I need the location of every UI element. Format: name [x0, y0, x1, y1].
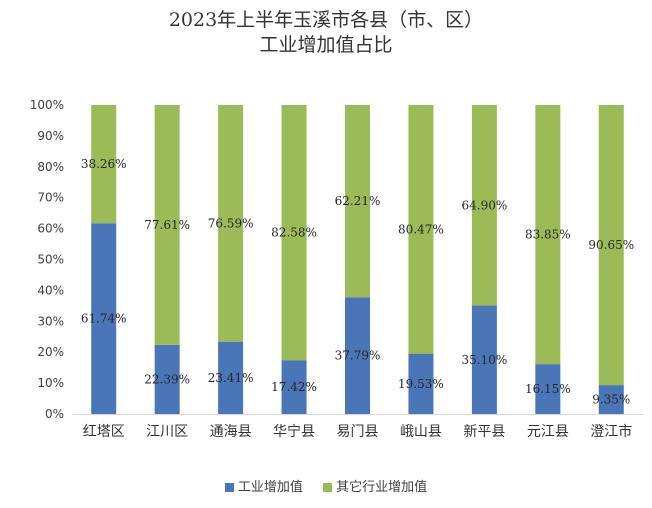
legend-label-industrial: 工业增加值	[237, 480, 303, 495]
data-label-other: 62.21%	[335, 194, 381, 208]
data-label-industrial: 16.15%	[525, 382, 571, 396]
bar-other	[345, 105, 370, 298]
bar-other	[471, 105, 497, 306]
legend-item-other: 其它行业增加值	[323, 476, 427, 495]
bar-other	[281, 105, 307, 361]
data-label-other: 76.59%	[208, 216, 254, 230]
y-tick-label: 50%	[37, 253, 64, 267]
bar-industrial	[345, 297, 370, 414]
y-tick-label: 70%	[37, 191, 64, 205]
legend-item-industrial: 工业增加值	[224, 476, 303, 495]
data-label-other: 38.26%	[81, 157, 127, 171]
y-tick-label: 90%	[37, 129, 64, 143]
x-tick-label: 通海县	[210, 424, 252, 440]
bar-other	[91, 105, 117, 224]
y-tick-label: 40%	[37, 283, 64, 297]
data-label-industrial: 23.41%	[208, 371, 254, 385]
data-label-other: 90.65%	[588, 238, 634, 252]
x-tick-label: 易门县	[337, 424, 379, 440]
chart-title: 2023年上半年玉溪市各县（市、区）	[168, 9, 484, 31]
y-tick-label: 80%	[37, 160, 64, 174]
data-label-industrial: 22.39%	[144, 372, 190, 386]
bar-other	[218, 105, 244, 342]
bar-industrial	[535, 364, 561, 414]
legend-swatch-other	[323, 483, 333, 492]
x-tick-label: 华宁县	[273, 423, 315, 440]
y-tick-label: 30%	[37, 314, 64, 328]
x-tick-label: 元江县	[527, 424, 569, 440]
y-tick-label: 100%	[30, 98, 64, 112]
x-tick-label: 江川区	[146, 424, 188, 440]
legend-label-other: 其它行业增加值	[336, 480, 428, 495]
bar-industrial	[91, 223, 117, 414]
x-tick-label: 峨山县	[400, 424, 442, 440]
data-label-industrial: 19.53%	[398, 377, 444, 391]
bar-industrial	[471, 305, 497, 414]
bar-industrial	[281, 360, 307, 414]
legend: 工业增加值 其它行业增加值	[0, 476, 652, 495]
data-label-other: 64.90%	[462, 198, 508, 212]
x-tick-label: 红塔区	[83, 424, 125, 440]
x-tick-label: 新平县	[463, 424, 505, 440]
x-tick-label: 澄江市	[590, 423, 632, 440]
legend-swatch-industrial	[224, 483, 234, 492]
bar-other	[154, 105, 180, 345]
data-label-other: 82.58%	[271, 226, 317, 240]
data-label-industrial: 9.35%	[592, 393, 630, 407]
data-label-industrial: 61.74%	[81, 312, 127, 326]
y-tick-label: 60%	[37, 222, 64, 236]
data-label-industrial: 17.42%	[271, 380, 317, 394]
data-label-industrial: 37.79%	[335, 349, 381, 363]
bar-industrial	[154, 344, 180, 414]
data-label-other: 83.85%	[525, 228, 571, 242]
bar-other	[535, 105, 561, 365]
bar-industrial	[408, 353, 434, 414]
bar-other	[598, 105, 624, 386]
y-tick-label: 20%	[37, 345, 64, 359]
bar-other	[408, 105, 434, 354]
data-label-other: 80.47%	[398, 222, 444, 236]
data-label-industrial: 35.10%	[462, 353, 508, 367]
y-tick-label: 0%	[45, 407, 64, 421]
y-tick-label: 10%	[37, 376, 64, 390]
chart-subtitle: 工业增加值占比	[259, 34, 393, 56]
bar-industrial	[598, 385, 624, 414]
data-label-other: 77.61%	[144, 218, 190, 232]
bar-industrial	[218, 341, 244, 414]
